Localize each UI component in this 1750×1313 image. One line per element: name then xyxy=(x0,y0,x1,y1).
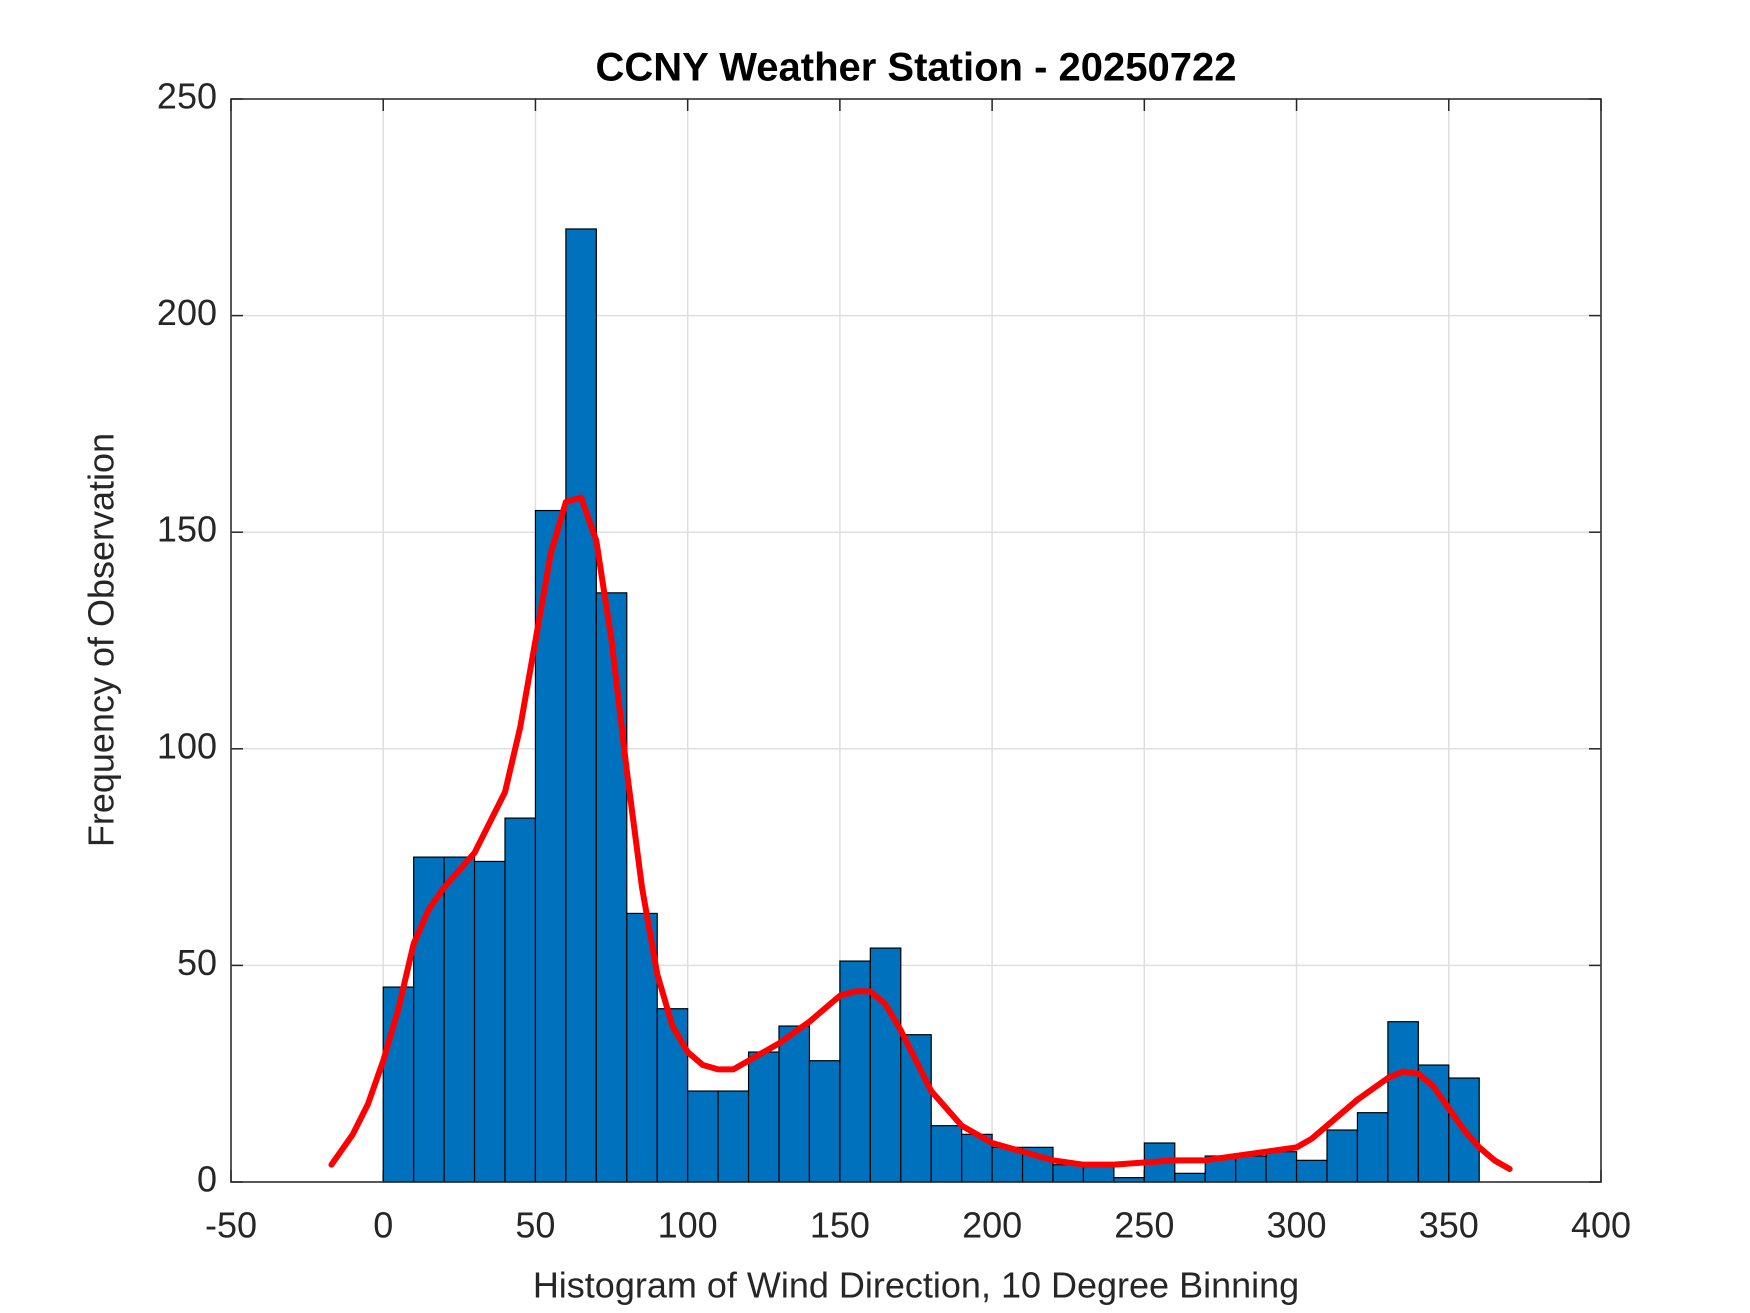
x-tick-label: 100 xyxy=(658,1205,718,1246)
y-tick-label: 0 xyxy=(197,1159,217,1200)
bar xyxy=(1356,1112,1389,1183)
x-tick-label: 0 xyxy=(373,1205,393,1246)
bar xyxy=(930,1125,963,1183)
bar xyxy=(717,1090,750,1183)
bar xyxy=(1387,1021,1419,1183)
bar xyxy=(1417,1064,1450,1183)
bar xyxy=(595,592,628,1183)
x-tick-label: 250 xyxy=(1114,1205,1174,1246)
y-tick-label: 150 xyxy=(157,509,217,550)
bar xyxy=(778,1025,811,1183)
bar xyxy=(1295,1159,1328,1183)
x-tick-label: 150 xyxy=(810,1205,870,1246)
x-tick-label: 400 xyxy=(1571,1205,1631,1246)
bar xyxy=(565,228,597,1183)
y-tick-label: 50 xyxy=(177,942,217,983)
bar xyxy=(869,947,902,1183)
bar xyxy=(504,817,537,1183)
bar xyxy=(808,1060,841,1183)
bar xyxy=(382,986,415,1183)
bar xyxy=(687,1090,719,1183)
x-tick-label: 200 xyxy=(962,1205,1022,1246)
y-axis-label: Frequency of Observation xyxy=(81,433,122,847)
axes-box xyxy=(230,98,1602,1183)
bar xyxy=(1052,1164,1085,1183)
bar xyxy=(656,1008,689,1183)
bar xyxy=(1174,1172,1206,1183)
x-axis-label: Histogram of Wind Direction, 10 Degree B… xyxy=(533,1265,1299,1306)
curve xyxy=(328,494,1513,1172)
bar xyxy=(443,856,476,1183)
y-tick-label: 100 xyxy=(157,725,217,766)
bar xyxy=(473,860,506,1183)
bar xyxy=(747,1051,780,1183)
x-tick-label: -50 xyxy=(205,1205,257,1246)
x-tick-label: 300 xyxy=(1267,1205,1327,1246)
x-tick-label: 50 xyxy=(515,1205,555,1246)
x-tick-label: 350 xyxy=(1419,1205,1479,1246)
y-tick-label: 200 xyxy=(157,292,217,333)
y-tick-label: 250 xyxy=(157,76,217,117)
bar xyxy=(1326,1129,1359,1183)
bar xyxy=(1235,1155,1267,1183)
chart-title: CCNY Weather Station - 20250722 xyxy=(596,46,1237,90)
bar xyxy=(1265,1151,1298,1183)
